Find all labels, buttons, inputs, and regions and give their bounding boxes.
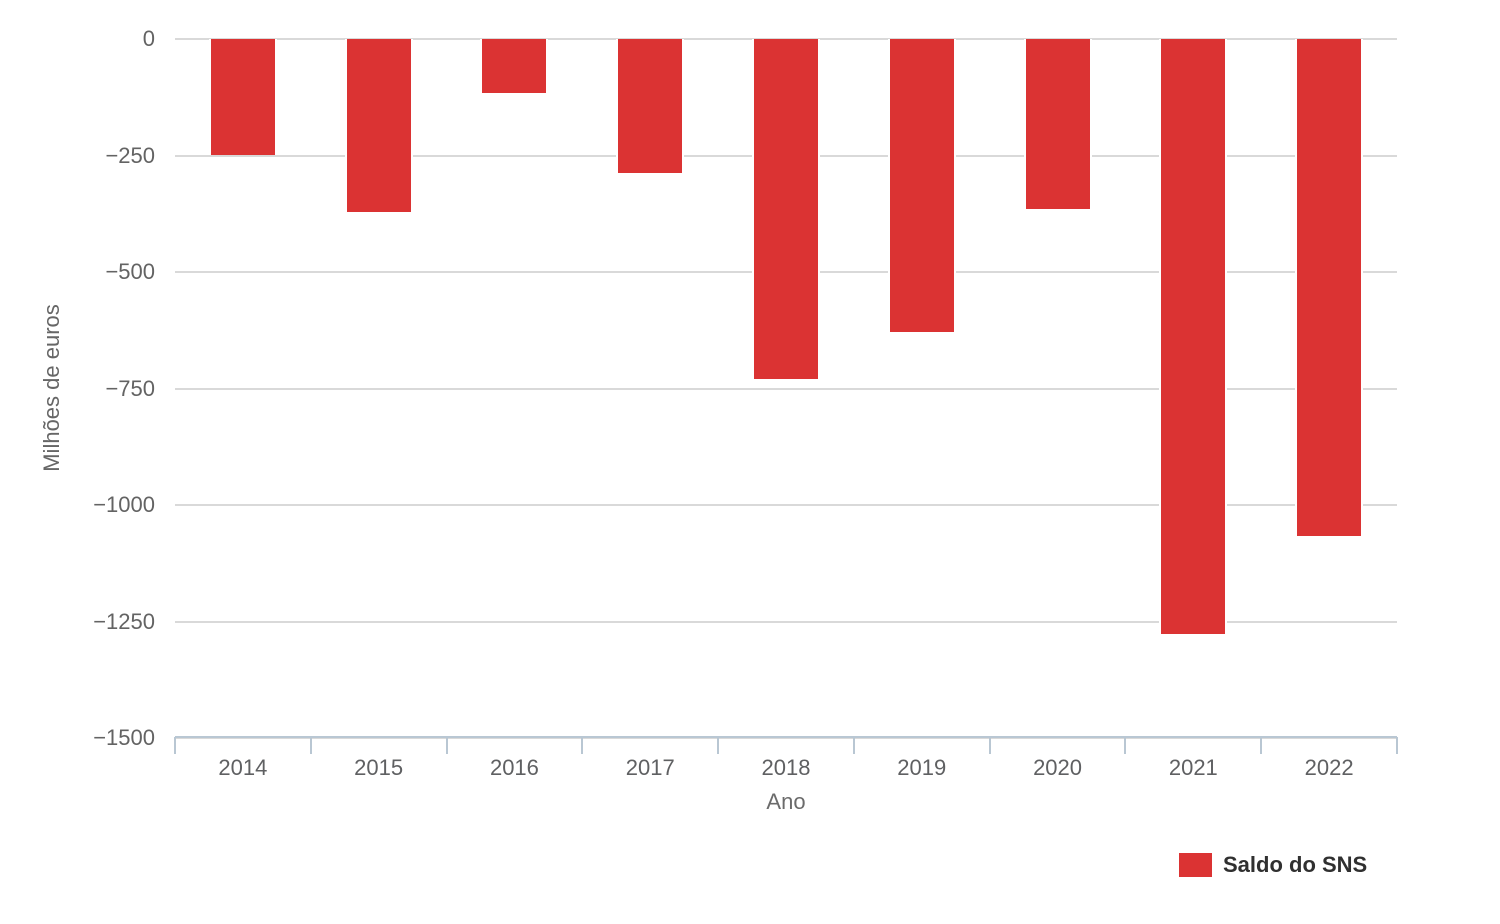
bar-2016[interactable] — [480, 39, 549, 93]
x-axis-tick — [309, 737, 312, 754]
x-axis-title: Ano — [766, 789, 806, 814]
legend-item[interactable]: Saldo do SNS — [1179, 852, 1367, 878]
x-tick-label-2016: 2016 — [489, 755, 539, 780]
bar-2017[interactable] — [616, 39, 685, 174]
legend-label: Saldo do SNS — [1223, 852, 1368, 877]
x-axis-line — [175, 736, 1397, 738]
x-tick-label-2021: 2021 — [1168, 755, 1218, 780]
bar-2021[interactable] — [1159, 39, 1228, 635]
gridline — [175, 504, 1397, 506]
y-tick-label: −1000 — [93, 492, 155, 517]
bar-2022[interactable] — [1295, 39, 1364, 536]
gridline — [175, 387, 1397, 390]
x-axis-tick — [581, 737, 584, 754]
x-axis-tick — [174, 737, 176, 754]
y-tick-label: −1250 — [93, 608, 155, 634]
x-axis-tick — [717, 737, 720, 754]
y-tick-label: 0 — [142, 26, 155, 51]
y-tick-label: −250 — [105, 142, 155, 168]
bar-2018[interactable] — [752, 39, 820, 380]
plot-area — [174, 38, 1398, 754]
x-axis-tick — [445, 737, 448, 754]
x-axis-tick — [1396, 737, 1398, 754]
x-axis-tick — [988, 737, 991, 754]
x-tick-label-2014: 2014 — [218, 755, 268, 780]
bar-2014[interactable] — [208, 39, 277, 155]
x-tick-label-2015: 2015 — [354, 755, 404, 780]
bar-2015[interactable] — [344, 39, 413, 212]
x-tick-label-2017: 2017 — [625, 755, 675, 780]
gridline — [175, 737, 1397, 739]
x-axis-tick — [1124, 737, 1127, 754]
y-axis-tick-labels: 0 −250 −500 −750 −1000 −1250 −1500 — [0, 0, 155, 924]
x-tick-label-2020: 2020 — [1033, 755, 1083, 780]
y-tick-label: −750 — [105, 375, 155, 401]
bar-2019[interactable] — [887, 39, 956, 332]
x-axis-tick — [1260, 737, 1263, 754]
y-tick-label: −500 — [105, 259, 155, 284]
y-tick-label: −1500 — [93, 725, 155, 750]
gridline — [175, 620, 1397, 623]
x-axis-tick — [852, 737, 855, 754]
y-axis-title: Milhões de euros — [39, 304, 64, 472]
x-tick-label-2022: 2022 — [1304, 755, 1354, 780]
x-tick-label-2018: 2018 — [761, 755, 811, 780]
bar-2020[interactable] — [1023, 39, 1092, 210]
legend-swatch — [1179, 853, 1212, 877]
x-tick-label-2019: 2019 — [897, 755, 947, 780]
